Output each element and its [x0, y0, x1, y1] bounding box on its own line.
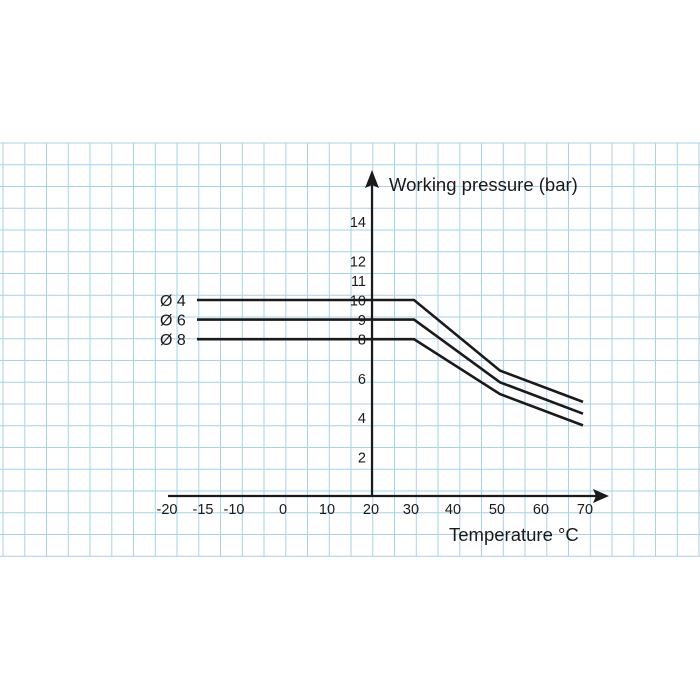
tick-labels: -20 -15 -10 0 10 20 30 40 50 60 70 2 4 6 8 9 10 11 12 14 — [157, 215, 594, 518]
x-tick-label: -10 — [224, 502, 245, 518]
y-axis-title: Working pressure (bar) — [389, 174, 578, 195]
x-tick-label: -20 — [157, 502, 178, 518]
series-line-1 — [197, 298, 584, 404]
y-tick-label: 4 — [358, 411, 366, 427]
x-tick-label: -15 — [193, 502, 214, 518]
x-tick-label: 50 — [489, 502, 505, 518]
series-line-2 — [197, 318, 584, 415]
y-tick-label: 6 — [358, 372, 366, 388]
series-label-3: Ø 8 — [160, 332, 186, 349]
x-tick-label: 40 — [445, 502, 461, 518]
series-lines — [197, 298, 584, 427]
x-tick-label: 70 — [577, 502, 593, 518]
x-axis-arrow — [593, 489, 609, 503]
x-tick-label: 0 — [279, 502, 287, 518]
y-axis-arrow — [365, 170, 379, 188]
series-line-3 — [197, 337, 584, 427]
x-tick-label: 60 — [533, 502, 549, 518]
series-label-2: Ø 6 — [160, 313, 186, 330]
y-tick-label: 10 — [350, 294, 366, 310]
x-axis-title: Temperature °C — [449, 524, 579, 545]
axes — [168, 170, 609, 503]
y-tick-label: 9 — [358, 313, 366, 329]
x-tick-label: 30 — [403, 502, 419, 518]
y-tick-label: 8 — [358, 333, 366, 349]
y-tick-label: 11 — [351, 274, 366, 290]
x-tick-label: 10 — [319, 502, 335, 518]
series-label-1: Ø 4 — [160, 293, 186, 310]
y-tick-label: 2 — [358, 450, 366, 466]
y-tick-label: 12 — [350, 254, 366, 270]
x-tick-label: 20 — [363, 502, 379, 518]
series-labels: Ø 4 Ø 6 Ø 8 — [160, 293, 186, 349]
y-tick-label: 14 — [350, 215, 366, 231]
